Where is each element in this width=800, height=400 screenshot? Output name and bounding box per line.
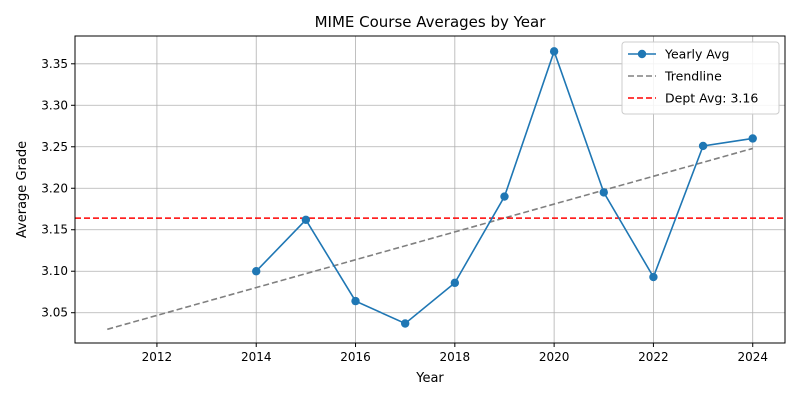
y-tick-label: 3.05 (41, 306, 68, 320)
chart-title: MIME Course Averages by Year (315, 13, 547, 31)
x-tick-label: 2020 (539, 350, 570, 364)
y-tick-label: 3.10 (41, 264, 68, 278)
yearly-avg-point (698, 141, 708, 151)
y-tick-label: 3.20 (41, 181, 68, 195)
x-tick-label: 2018 (440, 350, 471, 364)
legend: Yearly Avg Trendline Dept Avg: 3.16 (621, 41, 780, 115)
x-tick-label: 2016 (340, 350, 371, 364)
y-tick-label: 3.25 (41, 140, 68, 154)
yearly-avg-point (649, 272, 658, 282)
legend-label: Dept Avg: 3.16 (665, 91, 758, 106)
yearly-avg-point (252, 267, 261, 276)
y-axis-title: Average Grade (15, 141, 30, 238)
yearly-avg-point (450, 278, 460, 288)
yearly-avg-point (400, 319, 410, 328)
y-axis-ticks: 3.05 3.10 3.15 3.20 3.25 3.30 3.35 (41, 57, 75, 320)
y-tick-label: 3.35 (41, 57, 68, 71)
yearly-avg-point (351, 296, 360, 306)
legend-marker (637, 49, 647, 59)
plot-frame (74, 35, 786, 344)
x-tick-label: 2012 (142, 350, 173, 364)
legend-label: Yearly Avg (664, 47, 729, 62)
x-tick-label: 2014 (241, 350, 272, 364)
x-axis-title: Year (415, 371, 444, 386)
x-tick-label: 2024 (737, 350, 768, 364)
yearly-avg-point (500, 192, 509, 201)
series-layer (75, 47, 785, 331)
yearly-avg-point (301, 215, 311, 224)
legend-label: Trendline (664, 69, 722, 84)
yearly-avg-point (599, 188, 608, 197)
x-axis-ticks: 2012 2014 2016 2018 2020 2022 2024 (142, 343, 768, 364)
y-tick-label: 3.15 (41, 223, 68, 237)
grid-lines (75, 36, 785, 343)
yearly-avg-point (549, 47, 559, 56)
yearly-avg-point (748, 134, 757, 143)
legend-box (621, 41, 780, 115)
x-tick-label: 2022 (638, 350, 669, 364)
y-tick-label: 3.30 (41, 98, 68, 112)
trendline (107, 147, 753, 331)
